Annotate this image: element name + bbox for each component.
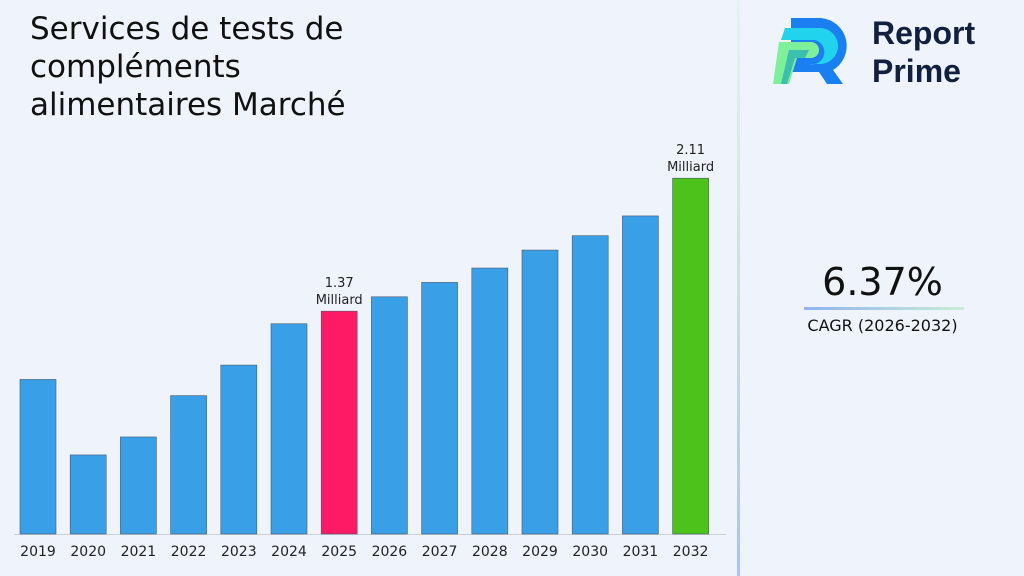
bar-2021 bbox=[120, 436, 157, 535]
cagr-value: 6.37% bbox=[822, 260, 943, 304]
x-tick-label: 2027 bbox=[422, 544, 458, 560]
bar-chart: 2019 2020 2021 2022 2023 2024 2025 1.37 Milliard… bbox=[14, 143, 726, 560]
x-tick-label: 2025 bbox=[321, 544, 357, 560]
bar-2025 bbox=[320, 310, 358, 535]
data-label-unit: Milliard bbox=[316, 293, 363, 308]
data-label-value: 1.37 bbox=[325, 276, 354, 291]
bar-2023 bbox=[220, 364, 258, 535]
x-tick-label: 2024 bbox=[271, 544, 307, 560]
x-tick-label: 2022 bbox=[171, 544, 207, 560]
logo-line1: Report bbox=[872, 15, 976, 51]
bar-2030 bbox=[571, 235, 609, 535]
logo-text: Report Prime bbox=[872, 14, 975, 90]
bar-2019 bbox=[19, 379, 57, 535]
bar-2032 bbox=[672, 177, 709, 535]
bar-2031 bbox=[622, 215, 659, 535]
cagr-label: CAGR (2026-2032) bbox=[807, 316, 958, 335]
bar-2029 bbox=[521, 249, 559, 535]
x-tick-label: 2021 bbox=[121, 544, 157, 560]
x-tick-label: 2031 bbox=[623, 544, 659, 560]
x-tick-label: 2029 bbox=[522, 544, 558, 560]
bar-2026 bbox=[371, 296, 408, 535]
x-tick-label: 2019 bbox=[20, 544, 56, 560]
divider bbox=[737, 0, 740, 576]
report-prime-logo bbox=[773, 18, 847, 84]
bar-2027 bbox=[421, 282, 458, 535]
bar-2028 bbox=[471, 267, 509, 535]
data-label-value: 2.11 bbox=[676, 143, 705, 158]
x-tick-label: 2030 bbox=[572, 544, 608, 560]
bar-2022 bbox=[170, 395, 207, 535]
chart-title: Services de tests de compléments aliment… bbox=[30, 11, 346, 123]
x-tick-label: 2020 bbox=[70, 544, 106, 560]
logo-line2: Prime bbox=[872, 53, 961, 89]
x-tick-label: 2026 bbox=[372, 544, 408, 560]
data-label-unit: Milliard bbox=[667, 160, 714, 175]
cagr-underline bbox=[804, 307, 964, 310]
x-tick-label: 2028 bbox=[472, 544, 508, 560]
x-tick-label: 2023 bbox=[221, 544, 257, 560]
bar-2024 bbox=[270, 323, 308, 535]
x-tick-label: 2032 bbox=[673, 544, 709, 560]
bar-2020 bbox=[69, 454, 107, 535]
